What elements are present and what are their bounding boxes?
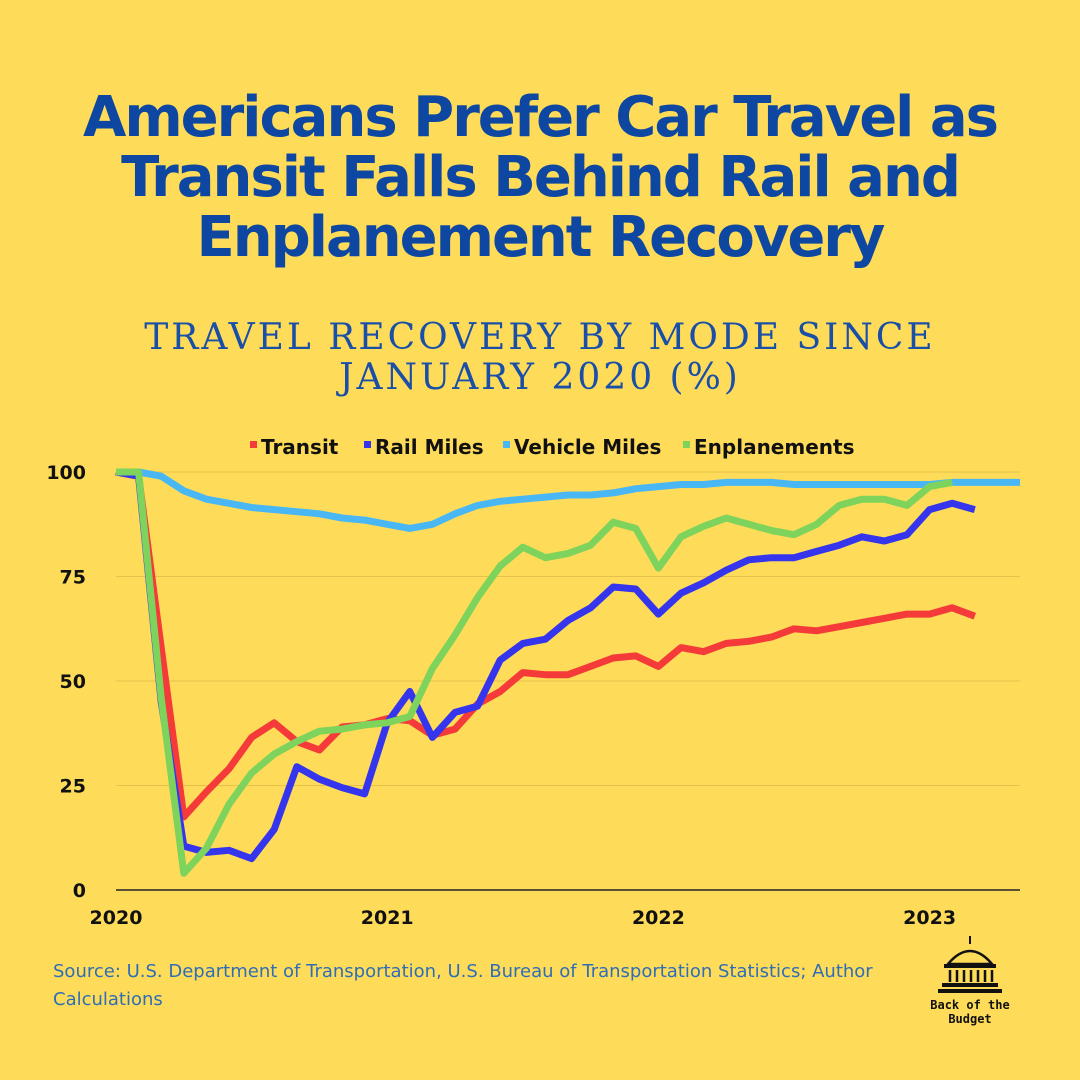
y-tick-label: 50: [60, 671, 86, 693]
capitol-dome-icon: [938, 936, 1002, 993]
series-line-transit: [115, 468, 977, 821]
logo: Back of the Budget: [918, 934, 1022, 1034]
x-tick-label: 2022: [632, 907, 685, 929]
chart-title: Americans Prefer Car Travel as Transit F…: [82, 85, 999, 270]
series-line-enplanements: [116, 468, 953, 877]
legend-swatch: [364, 441, 371, 448]
x-axis: 2020 2021 2022 2023: [90, 907, 956, 929]
legend-label: Enplanements: [694, 435, 854, 459]
legend-label: Rail Miles: [375, 435, 484, 459]
chart-subtitle: Travel Recovery by Mode Since January 20…: [144, 317, 936, 398]
y-tick-label: 100: [46, 462, 86, 484]
series-lines: [115, 468, 1020, 877]
legend: Transit Rail Miles Vehicle Miles Enplanemen…: [250, 435, 854, 459]
gridlines: [116, 471, 1020, 891]
series-line-rail-miles: [115, 468, 976, 863]
logo-text: Back of the Budget: [930, 998, 1010, 1026]
legend-item: Vehicle Miles: [503, 435, 661, 459]
legend-swatch: [250, 441, 257, 448]
legend-item: Rail Miles: [364, 435, 484, 459]
x-tick-label: 2023: [903, 907, 956, 929]
legend-item: Enplanements: [683, 435, 854, 459]
series-line-vehicle-miles: [116, 468, 1020, 532]
legend-item: Transit: [250, 435, 339, 459]
legend-swatch: [503, 441, 510, 448]
y-axis: 0 25 50 75 100: [46, 462, 86, 902]
legend-swatch: [683, 441, 690, 448]
x-tick-label: 2020: [90, 907, 143, 929]
source-note: Source: U.S. Department of Transportatio…: [53, 961, 873, 1010]
y-tick-label: 0: [73, 880, 86, 902]
y-tick-label: 25: [60, 776, 86, 798]
x-tick-label: 2021: [361, 907, 414, 929]
y-tick-label: 75: [60, 567, 86, 589]
legend-label: Vehicle Miles: [514, 435, 661, 459]
legend-label: Transit: [261, 435, 339, 459]
